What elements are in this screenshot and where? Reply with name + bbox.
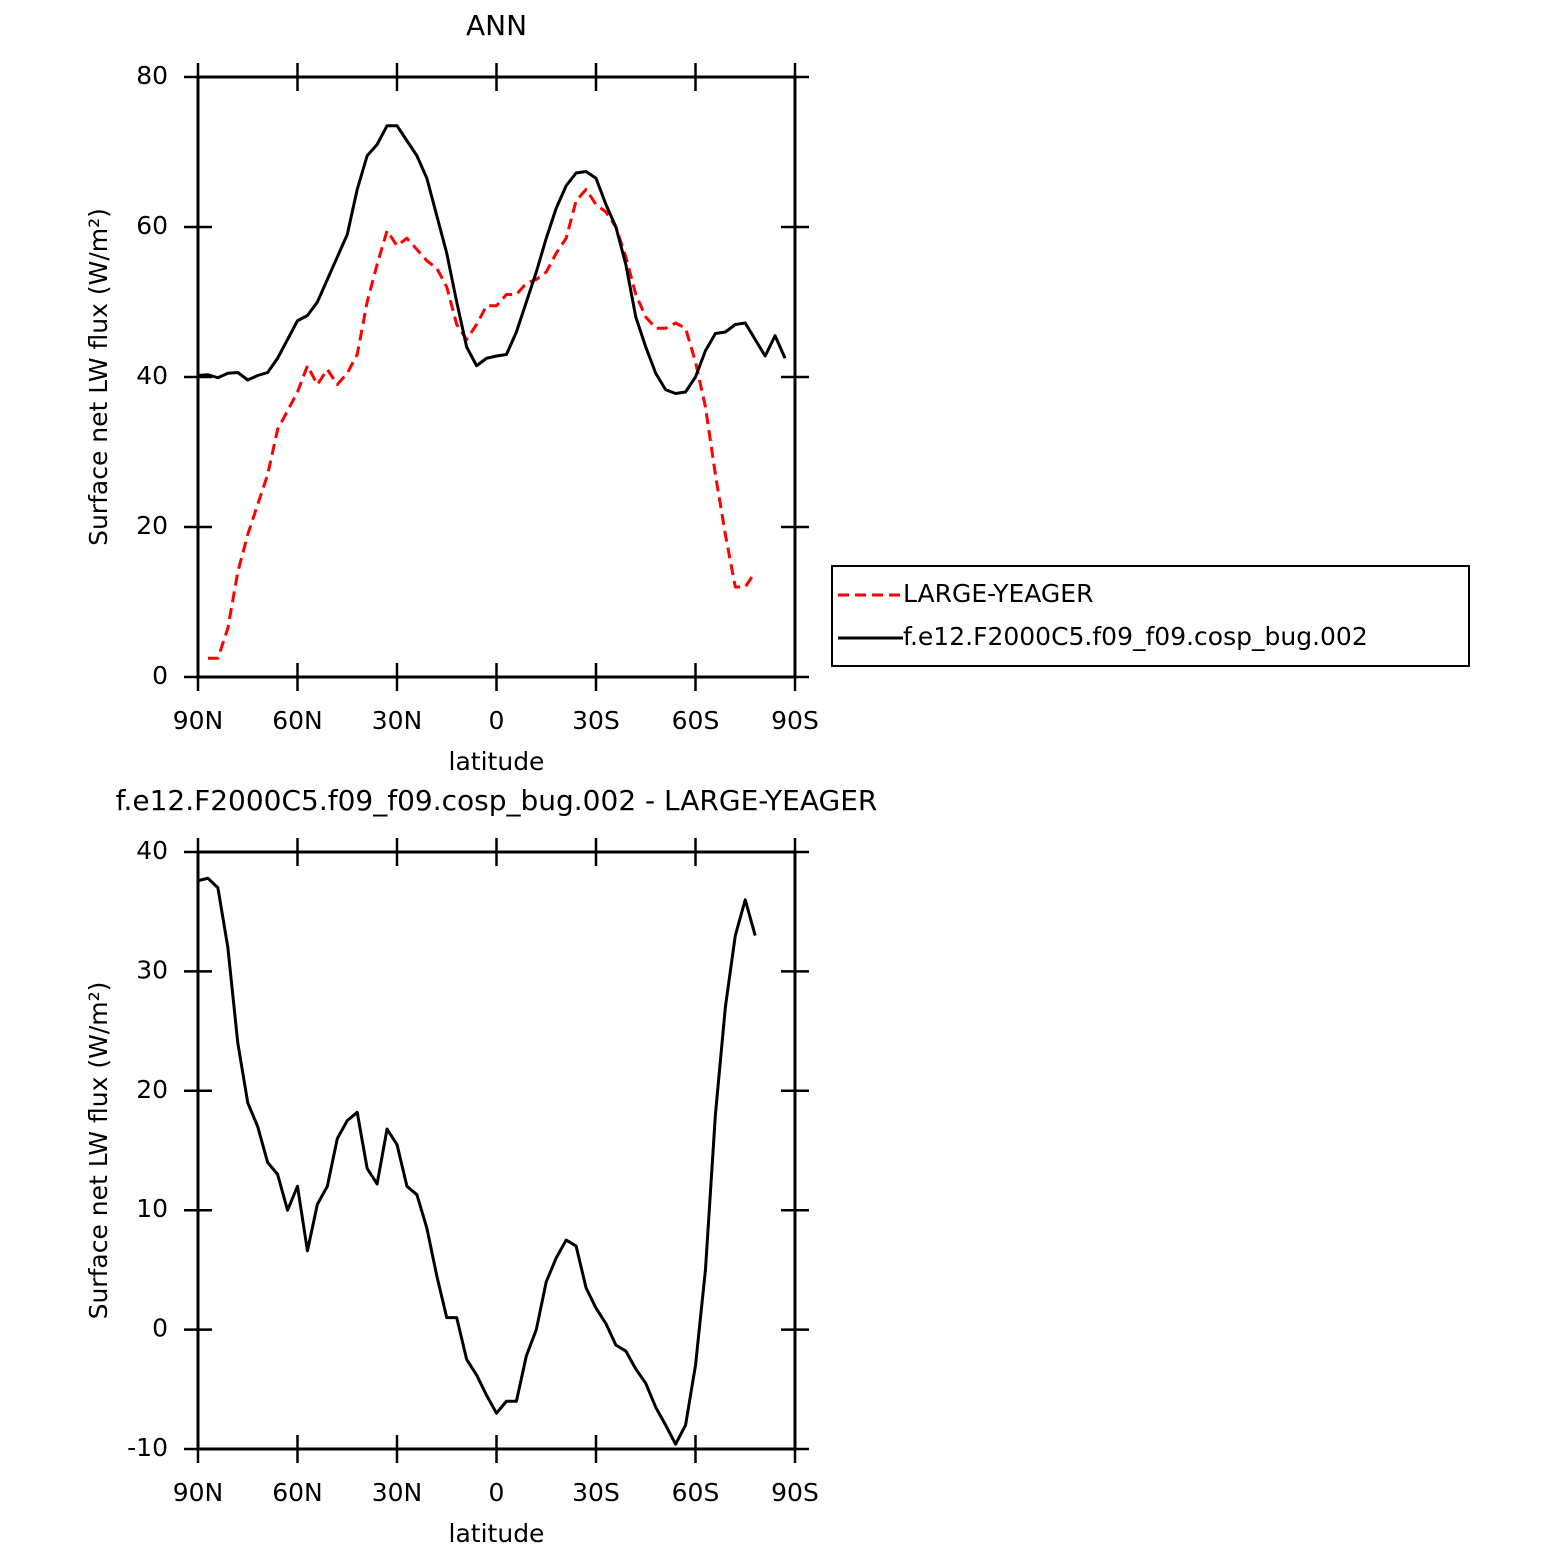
plot-frame [196,850,797,1451]
x-tick-label: 30S [572,706,620,735]
y-tick-label: 10 [136,1194,168,1223]
plot-frame [196,75,797,679]
x-tick-label: 90S [771,706,819,735]
y-tick-label: 40 [136,836,168,865]
y-tick-label: 0 [152,1314,168,1343]
x-tick-label: 0 [489,1478,505,1507]
x-tick-label: 60N [272,1478,323,1507]
y-tick-label: 40 [136,361,168,390]
y-tick-label: 30 [136,955,168,984]
x-tick-label: 90N [173,706,224,735]
y-tick-label: 0 [152,661,168,690]
x-tick-label: 90S [771,1478,819,1507]
data-line [197,876,757,1446]
y-tick-label: 20 [136,1075,168,1104]
data-line [197,124,787,395]
legend-label: LARGE-YEAGER [903,579,1093,608]
y-tick-label: 20 [136,511,168,540]
x-tick-label: 60N [272,706,323,735]
y-axis-label: Surface net LW flux (W/m²) [84,208,113,546]
x-tick-label: 90N [173,1478,224,1507]
chart-title: ANN [466,9,527,42]
x-tick-label: 60S [672,706,720,735]
y-tick-label: 80 [136,61,168,90]
x-tick-label: 60S [672,1478,720,1507]
x-tick-label: 30S [572,1478,620,1507]
x-tick-label: 30N [372,1478,423,1507]
x-tick-label: 30N [372,706,423,735]
data-line [207,188,757,660]
legend-label: f.e12.F2000C5.f09_f09.cosp_bug.002 [903,622,1368,651]
chart-title: f.e12.F2000C5.f09_f09.cosp_bug.002 - LAR… [116,784,878,817]
legend-box [831,565,1470,667]
x-tick-label: 0 [489,706,505,735]
y-tick-label: -10 [127,1433,168,1462]
y-axis-label: Surface net LW flux (W/m²) [84,982,113,1320]
x-axis-label: latitude [449,747,545,776]
x-axis-label: latitude [449,1519,545,1548]
y-tick-label: 60 [136,211,168,240]
